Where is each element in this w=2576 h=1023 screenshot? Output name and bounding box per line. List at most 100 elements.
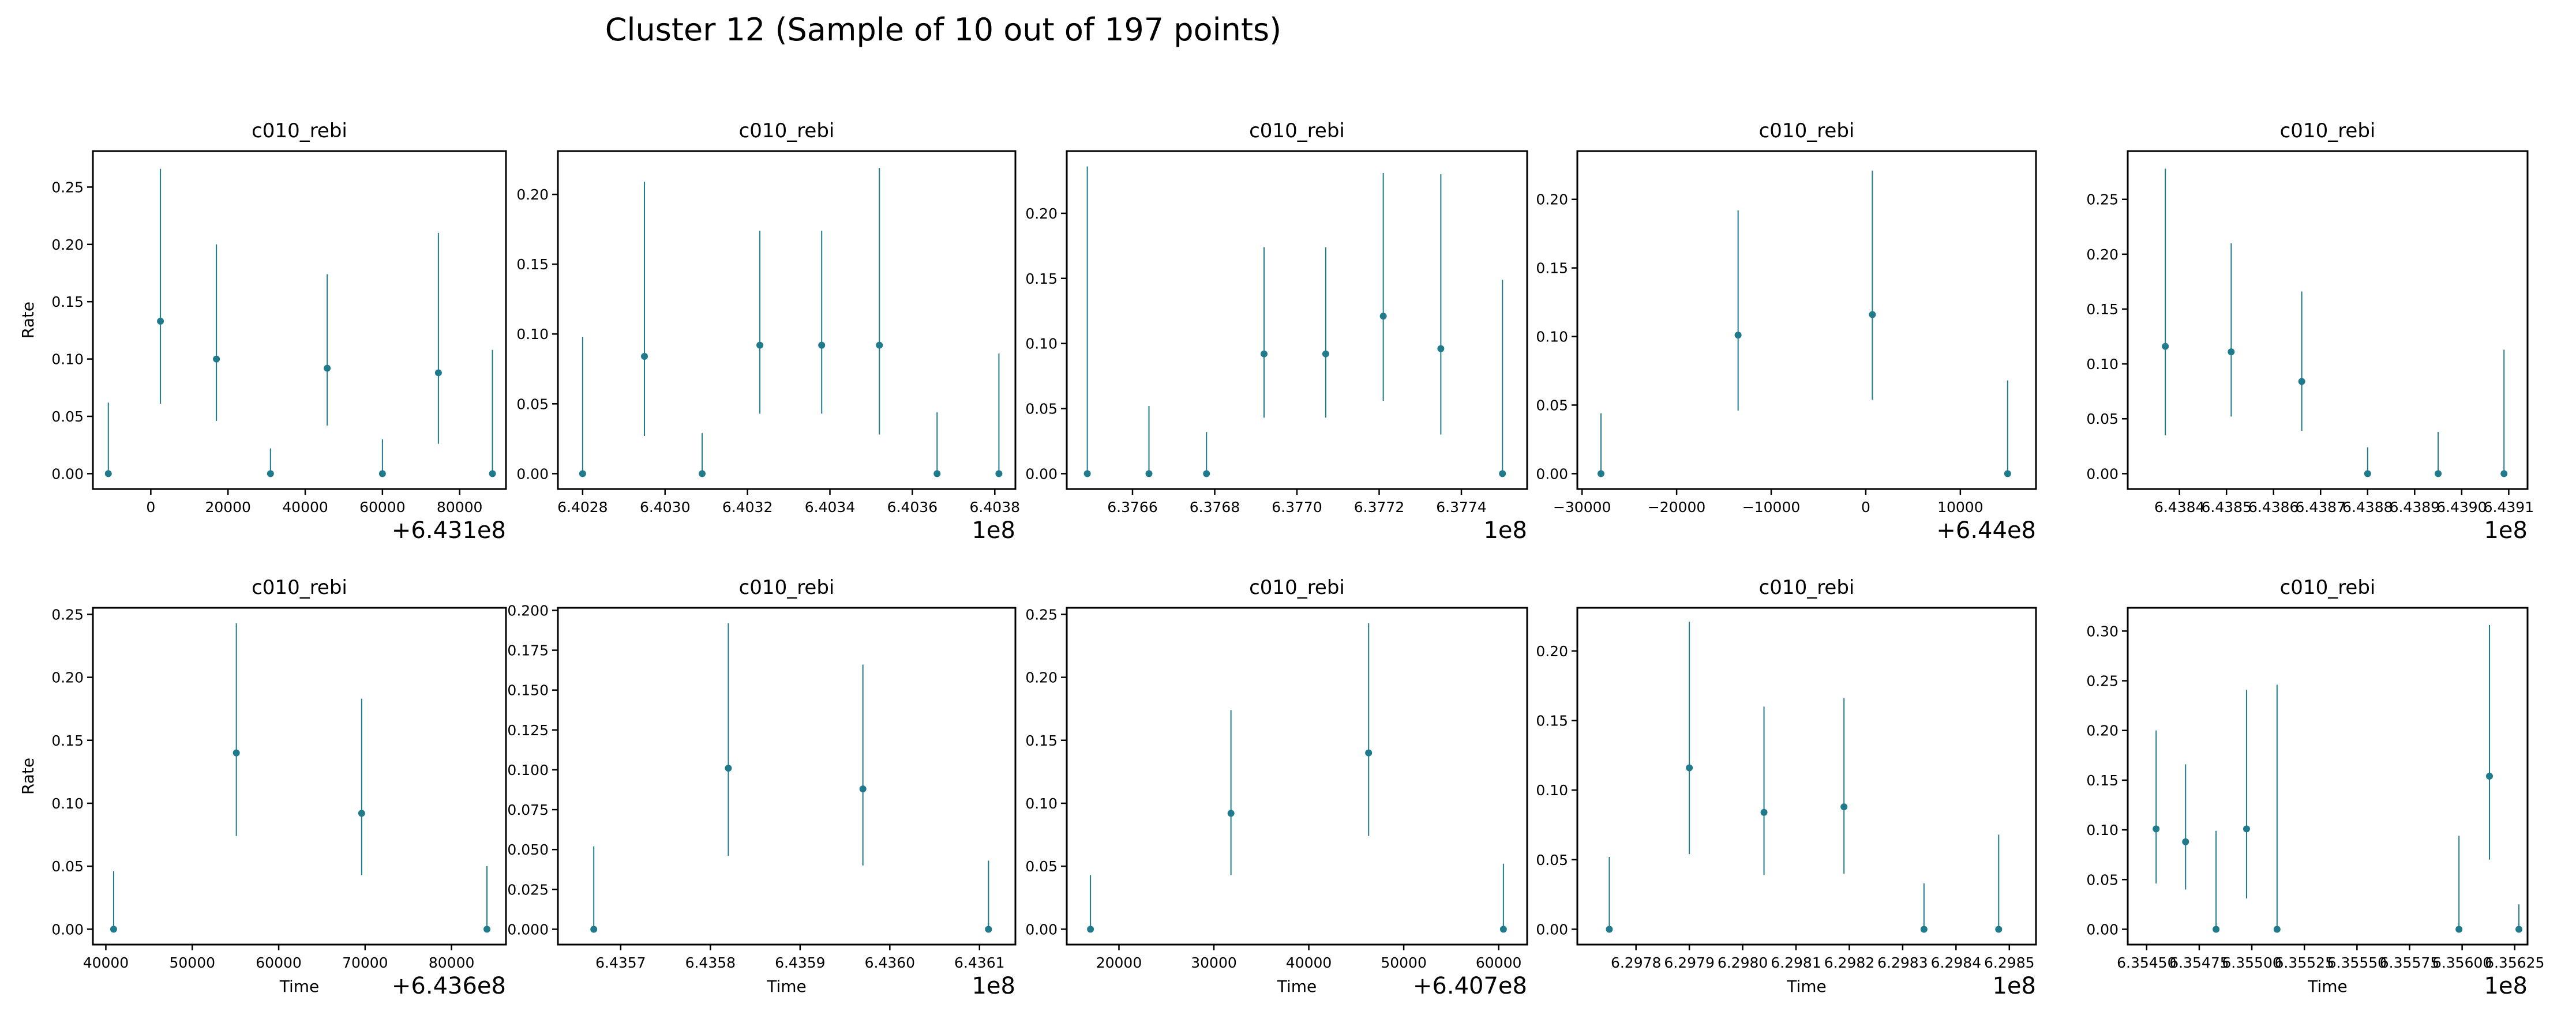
x-tick-label: 6.35450 xyxy=(2117,954,2176,971)
data-point xyxy=(1227,810,1235,817)
data-point xyxy=(2455,926,2463,933)
data-point xyxy=(378,470,386,477)
x-tick-label: 6.4391 xyxy=(2484,499,2534,516)
data-point xyxy=(1760,808,1768,816)
x-tick-label: 6.35525 xyxy=(2275,954,2334,971)
data-point xyxy=(2153,825,2160,833)
x-tick-label: 6.4389 xyxy=(2390,499,2440,516)
axes-frame xyxy=(92,607,507,946)
data-point xyxy=(699,470,706,477)
y-tick-label: 0.00 xyxy=(51,465,84,482)
subplot-grid: c010_rebi 0 20000 40000 60000 80000 0.00 0.05 0.… xyxy=(18,119,2544,999)
subplot-7: c010_rebi 6.4357 6.4358 6.4359 6.4360 6.4361 0… xyxy=(507,576,1017,999)
x-tick-label: 6.2979 xyxy=(1664,954,1714,971)
x-tick-label: 40000 xyxy=(1286,954,1332,971)
x-offset-label: 1e8 xyxy=(972,517,1015,544)
y-tick-label: 0.20 xyxy=(1536,191,1568,208)
y-tick-label: 0.15 xyxy=(51,732,84,749)
x-tick-label: 6.4390 xyxy=(2436,499,2487,516)
subplot-title: c010_rebi xyxy=(252,576,347,599)
data-point xyxy=(233,749,240,757)
y-tick-label: 0.10 xyxy=(516,326,549,343)
x-tick-label: 6.35625 xyxy=(2485,954,2544,971)
axes-frame xyxy=(2127,607,2529,946)
data-point xyxy=(324,364,331,372)
y-tick-label: 0.20 xyxy=(1025,670,1058,686)
x-axis-label: Time xyxy=(279,977,320,996)
y-tick-label: 0.15 xyxy=(2086,772,2118,789)
x-tick-label: 40000 xyxy=(282,499,328,516)
data-point xyxy=(434,369,442,377)
subplot-3: c010_rebi 6.3766 6.3768 6.3770 6.3772 6.3774 0… xyxy=(1025,119,1528,544)
x-axis-label: Time xyxy=(766,977,807,996)
axes-frame xyxy=(1066,607,1528,946)
x-tick-label: 6.2981 xyxy=(1771,954,1821,971)
data-point xyxy=(876,341,883,349)
x-axis-label: Time xyxy=(2307,977,2348,996)
subplot-5: c010_rebi6.43846.43856.43866.43876.43886… xyxy=(2086,119,2534,544)
x-tick-label: 6.4036 xyxy=(887,499,938,516)
data-point xyxy=(590,926,598,933)
subplot-title: c010_rebi xyxy=(2280,119,2376,142)
y-tick-label: 0.025 xyxy=(507,881,549,898)
axes-frame xyxy=(557,150,1017,490)
data-point xyxy=(2273,926,2281,933)
x-tick-label: 40000 xyxy=(83,954,129,971)
x-axis-label: Time xyxy=(1277,977,1317,996)
x-tick-label: 6.35475 xyxy=(2169,954,2229,971)
y-tick-label: 0.00 xyxy=(2086,465,2118,482)
data-point xyxy=(2298,378,2305,385)
x-tick-label: 6.4385 xyxy=(2201,499,2251,516)
data-point xyxy=(1606,926,1613,933)
data-point xyxy=(1203,470,1210,477)
subplot-title: c010_rebi xyxy=(1759,119,1855,142)
x-tick-label: −20000 xyxy=(1648,499,1705,516)
data-point xyxy=(1920,926,1928,933)
y-tick-label: 0.05 xyxy=(1536,397,1568,413)
y-tick-label: 0.100 xyxy=(507,762,549,778)
x-tick-label: 80000 xyxy=(437,499,483,516)
x-tick-label: 6.3770 xyxy=(1272,499,1322,516)
x-tick-label: 6.4030 xyxy=(640,499,690,516)
axes-frame xyxy=(92,150,507,490)
data-point xyxy=(2486,773,2493,780)
y-tick-label: 0.150 xyxy=(507,682,549,699)
data-point xyxy=(2162,343,2169,350)
data-point xyxy=(489,470,496,477)
y-tick-label: 0.10 xyxy=(1536,329,1568,345)
y-tick-label: 0.20 xyxy=(51,236,84,253)
x-tick-label: 6.3766 xyxy=(1107,499,1157,516)
x-tick-label: 30000 xyxy=(1191,954,1237,971)
x-tick-label: 6.4034 xyxy=(805,499,855,516)
data-point xyxy=(725,765,732,772)
y-tick-label: 0.00 xyxy=(1536,465,1568,482)
y-tick-label: 0.00 xyxy=(1025,921,1058,938)
x-tick-label: 6.35575 xyxy=(2380,954,2439,971)
y-tick-label: 0.05 xyxy=(516,396,549,412)
y-tick-label: 0.05 xyxy=(51,858,84,875)
y-tick-label: 0.10 xyxy=(2086,356,2118,373)
data-point xyxy=(2182,838,2189,845)
data-point xyxy=(1145,470,1153,477)
axes-frame xyxy=(1576,607,2037,946)
data-point xyxy=(2500,470,2508,477)
axes-frame xyxy=(1576,150,2037,490)
y-tick-label: 0.15 xyxy=(2086,301,2118,318)
x-tick-label: 80000 xyxy=(429,954,475,971)
data-point xyxy=(1499,926,1507,933)
x-tick-label: 6.4359 xyxy=(775,954,825,971)
y-tick-label: 0.10 xyxy=(2086,822,2118,838)
data-point xyxy=(1322,350,1329,358)
y-tick-label: 0.050 xyxy=(507,841,549,858)
y-tick-label: 0.15 xyxy=(51,294,84,310)
data-point xyxy=(358,810,365,817)
y-tick-label: 0.125 xyxy=(507,722,549,739)
x-tick-label: 6.3772 xyxy=(1354,499,1404,516)
y-tick-label: 0.05 xyxy=(2086,411,2118,427)
data-point xyxy=(213,355,220,363)
data-point xyxy=(1083,470,1091,477)
y-tick-label: 0.20 xyxy=(2086,246,2118,263)
y-tick-label: 0.05 xyxy=(2086,871,2118,888)
y-axis-label: Rate xyxy=(18,302,38,339)
